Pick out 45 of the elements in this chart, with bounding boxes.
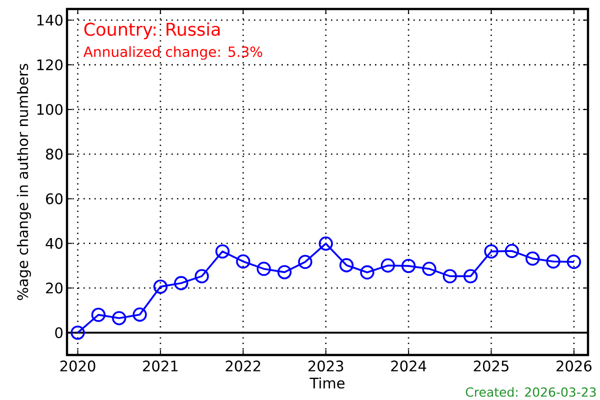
- point: [194, 269, 209, 284]
- x-tick-label: 2021: [143, 360, 178, 372]
- point: [360, 265, 374, 280]
- point: [132, 307, 147, 322]
- y-tick-label: 20: [46, 282, 63, 294]
- point: [339, 258, 354, 272]
- point: [422, 262, 436, 276]
- y-axis-title: %age change in author numbers: [16, 64, 31, 300]
- point: [277, 265, 292, 280]
- y-tick-label: 60: [46, 193, 63, 204]
- point: [91, 308, 106, 322]
- x-tick-label: 2025: [474, 360, 508, 372]
- point: [236, 254, 250, 269]
- y-tick-label: 100: [37, 104, 63, 115]
- point: [256, 262, 271, 276]
- x-tick-label: 2022: [226, 360, 260, 372]
- point: [566, 254, 582, 270]
- x-tick-label: 2026: [556, 360, 592, 372]
- point: [153, 280, 168, 294]
- point: [484, 244, 498, 259]
- y-tick-label: 0: [55, 327, 63, 338]
- point: [70, 326, 85, 340]
- point: [174, 276, 188, 290]
- point: [504, 244, 520, 258]
- point: [215, 244, 230, 259]
- text: Country: Russia: [84, 22, 220, 40]
- text: Created: 2026-03-23: [466, 387, 596, 397]
- x-tick-label: 2020: [60, 360, 96, 372]
- point: [546, 254, 560, 269]
- x-tick-label: 2023: [308, 360, 344, 372]
- point: [112, 311, 126, 326]
- x-tick-label: 2024: [391, 360, 426, 372]
- point: [298, 254, 312, 270]
- y-tick-label: 140: [37, 14, 63, 26]
- x-axis-title: Time: [310, 377, 344, 389]
- point: [318, 236, 333, 251]
- point: [525, 251, 540, 266]
- text: Annualized change: 5.3%: [83, 46, 262, 60]
- point: [463, 269, 478, 284]
- y-tick-label: 80: [46, 148, 63, 160]
- y-tick-label: 120: [37, 59, 63, 70]
- point: [401, 258, 416, 274]
- point: [442, 269, 457, 284]
- point: [380, 258, 395, 273]
- y-tick-label: 40: [46, 238, 63, 249]
